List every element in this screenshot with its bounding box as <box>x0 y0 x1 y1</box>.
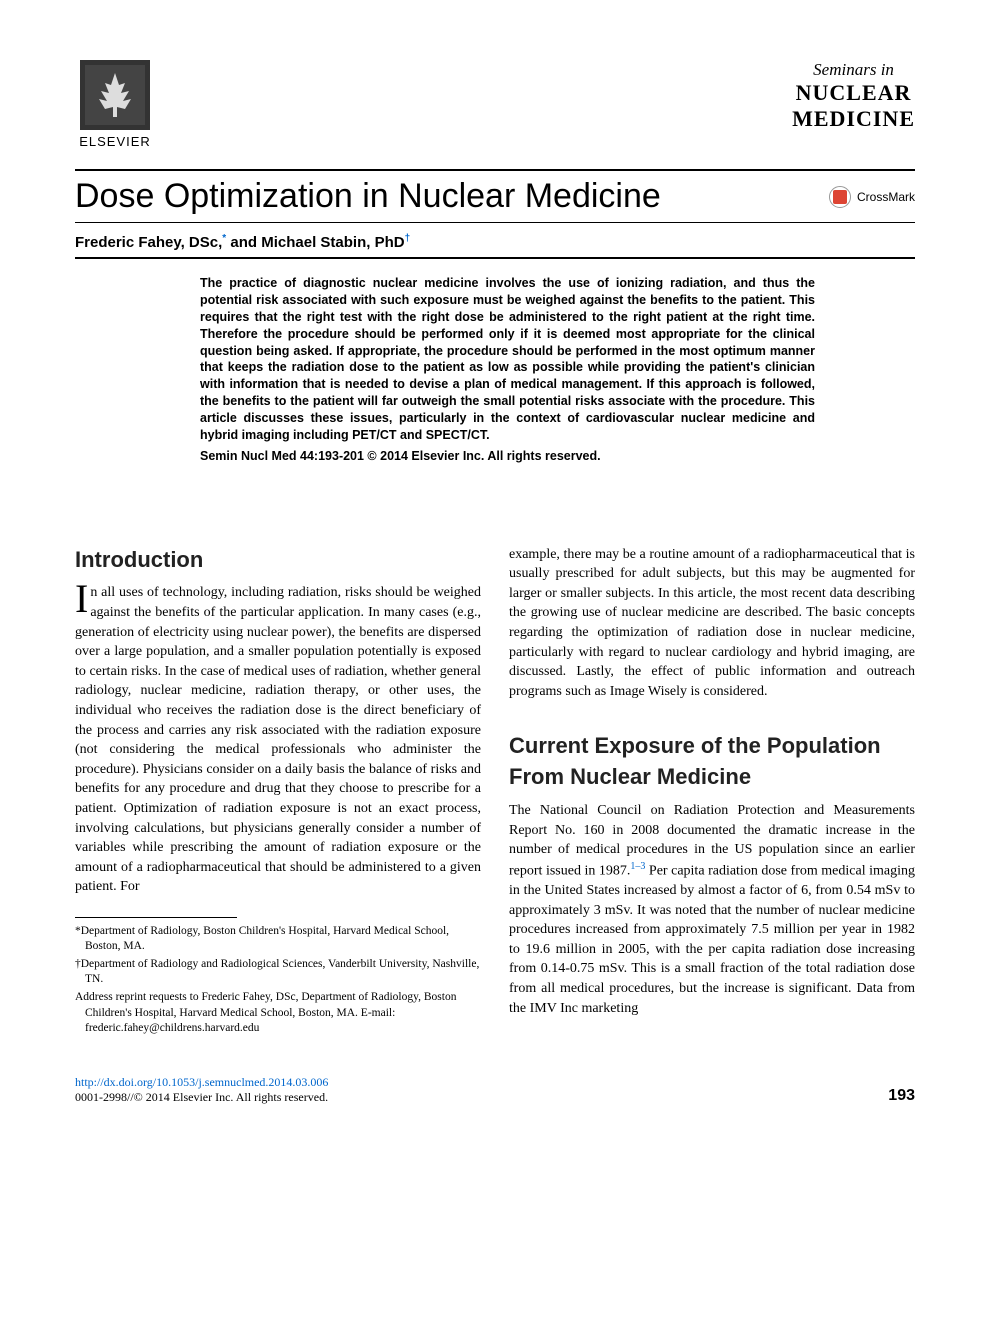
exposure-heading: Current Exposure of the Population From … <box>509 731 915 793</box>
article-title: Dose Optimization in Nuclear Medicine <box>75 177 661 216</box>
exposure-para-post: Per capita radiation dose from medical i… <box>509 863 915 1015</box>
intro-para1-text: n all uses of technology, including radi… <box>75 585 481 894</box>
journal-title-block: Seminars in NUCLEAR MEDICINE <box>792 60 915 132</box>
journal-title-main1: NUCLEAR <box>792 80 915 106</box>
footnote-affil-1: *Department of Radiology, Boston Childre… <box>75 924 481 955</box>
author-1: Frederic Fahey, DSc, <box>75 234 222 251</box>
page-number: 193 <box>888 1087 915 1105</box>
rule-below-title <box>75 222 915 223</box>
publisher-logo-block: ELSEVIER <box>75 60 155 149</box>
crossmark-icon <box>829 186 851 208</box>
crossmark-badge[interactable]: CrossMark <box>829 186 915 208</box>
abstract-text: The practice of diagnostic nuclear medic… <box>200 275 815 444</box>
elsevier-tree-icon <box>80 60 150 130</box>
intro-paragraph-1: In all uses of technology, including rad… <box>75 583 481 897</box>
intro-paragraph-1-continued: example, there may be a routine amount o… <box>509 545 915 702</box>
crossmark-label: CrossMark <box>857 190 915 204</box>
authors-line: Frederic Fahey, DSc,* and Michael Stabin… <box>75 233 915 251</box>
body-columns: Introduction In all uses of technology, … <box>75 545 915 1039</box>
author-2: Michael Stabin, PhD <box>261 234 404 251</box>
footnote-affil-2: †Department of Radiology and Radiologica… <box>75 957 481 988</box>
footnotes-block: *Department of Radiology, Boston Childre… <box>75 924 481 1037</box>
left-column: Introduction In all uses of technology, … <box>75 545 481 1039</box>
right-column: example, there may be a routine amount o… <box>509 545 915 1039</box>
footnote-correspondence: Address reprint requests to Frederic Fah… <box>75 990 481 1037</box>
rule-below-authors <box>75 257 915 259</box>
journal-title-prefix: Seminars in <box>792 60 915 80</box>
issn-copyright: 0001-2998//© 2014 Elsevier Inc. All righ… <box>75 1090 328 1104</box>
introduction-heading: Introduction <box>75 545 481 576</box>
author-2-affil-marker: † <box>405 233 411 244</box>
page-header: ELSEVIER Seminars in NUCLEAR MEDICINE <box>75 60 915 149</box>
rule-above-title <box>75 169 915 171</box>
abstract-block: The practice of diagnostic nuclear medic… <box>200 275 815 465</box>
title-row: Dose Optimization in Nuclear Medicine Cr… <box>75 177 915 216</box>
intro-dropcap: I <box>75 583 90 615</box>
author-join: and <box>226 234 261 251</box>
footer-left: http://dx.doi.org/10.1053/j.semnuclmed.2… <box>75 1075 328 1105</box>
page-footer: http://dx.doi.org/10.1053/j.semnuclmed.2… <box>75 1075 915 1105</box>
exposure-paragraph-1: The National Council on Radiation Protec… <box>509 801 915 1018</box>
footnote-rule <box>75 917 237 918</box>
reference-link-1-3[interactable]: 1–3 <box>630 861 645 872</box>
abstract-citation: Semin Nucl Med 44:193-201 © 2014 Elsevie… <box>200 448 815 465</box>
publisher-name: ELSEVIER <box>79 134 151 149</box>
doi-link[interactable]: http://dx.doi.org/10.1053/j.semnuclmed.2… <box>75 1075 328 1089</box>
journal-title-main2: MEDICINE <box>792 106 915 132</box>
